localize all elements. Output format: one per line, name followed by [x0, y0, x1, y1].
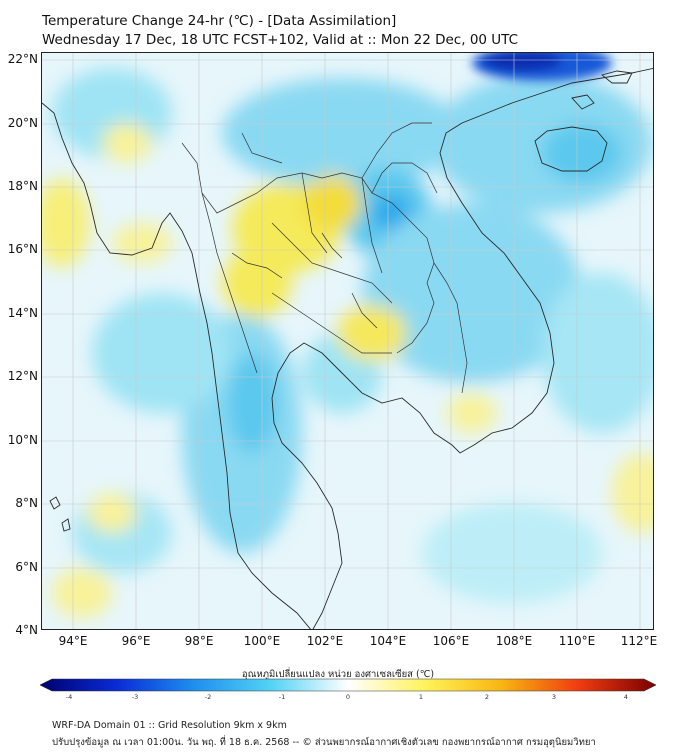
lat-label-14n: 14°N: [7, 306, 38, 320]
temperature-field: [42, 68, 653, 618]
lon-label-100e: 100°E: [243, 634, 281, 648]
colorbar-tick-minus1: -1: [278, 693, 286, 701]
colorbar-tick-4: 4: [623, 693, 629, 701]
lon-label-96e: 96°E: [121, 634, 151, 648]
lat-label-8n: 8°N: [15, 496, 38, 510]
graticule: [42, 53, 653, 629]
lat-label-18n: 18°N: [7, 179, 38, 193]
colorbar-tick-3: 3: [551, 693, 557, 701]
coastlines: [42, 67, 653, 629]
lat-label-10n: 10°N: [7, 433, 38, 447]
lat-label-16n: 16°N: [7, 242, 38, 256]
lon-label-112e: 112°E: [620, 634, 658, 648]
title-line-2: Wednesday 17 Dec, 18 UTC FCST+102, Valid…: [42, 32, 519, 48]
map-canvas: [42, 53, 653, 629]
lon-label-110e: 110°E: [558, 634, 596, 648]
lon-label-98e: 98°E: [184, 634, 214, 648]
footer-model-info: WRF-DA Domain 01 :: Grid Resolution 9km …: [52, 720, 287, 731]
colorbar-tick-1: 1: [418, 693, 424, 701]
lat-label-12n: 12°N: [7, 369, 38, 383]
colorbar-tick-2: 2: [484, 693, 490, 701]
footer-credit: ปรับปรุงข้อมูล ณ เวลา 01:00น. วัน พฤ. ที…: [52, 737, 596, 748]
colorbar: [40, 678, 656, 692]
lat-label-20n: 20°N: [7, 116, 38, 130]
lat-label-4n: 4°N: [15, 623, 38, 637]
colorbar-tick-minus3: -3: [131, 693, 139, 701]
lon-label-108e: 108°E: [495, 634, 533, 648]
colorbar-tick-minus2: -2: [204, 693, 212, 701]
colorbar-tick-0: 0: [345, 693, 351, 701]
lat-label-22n: 22°N: [7, 52, 38, 66]
temperature-change-map[interactable]: [41, 52, 654, 630]
colorbar-title: อุณหภูมิเปลี่ยนแปลง หน่วย องศาเซลเซียส (…: [241, 669, 435, 680]
lat-label-6n: 6°N: [15, 560, 38, 574]
lon-label-104e: 104°E: [369, 634, 407, 648]
lon-label-106e: 106°E: [432, 634, 470, 648]
country-borders: [181, 122, 468, 394]
title-line-1: Temperature Change 24-hr (℃) - [Data Ass…: [42, 13, 397, 29]
colorbar-tick-minus4: -4: [65, 693, 73, 701]
lon-label-94e: 94°E: [58, 634, 88, 648]
map-title: Temperature Change 24-hr (℃) - [Data Ass…: [42, 12, 518, 50]
lon-label-102e: 102°E: [306, 634, 344, 648]
